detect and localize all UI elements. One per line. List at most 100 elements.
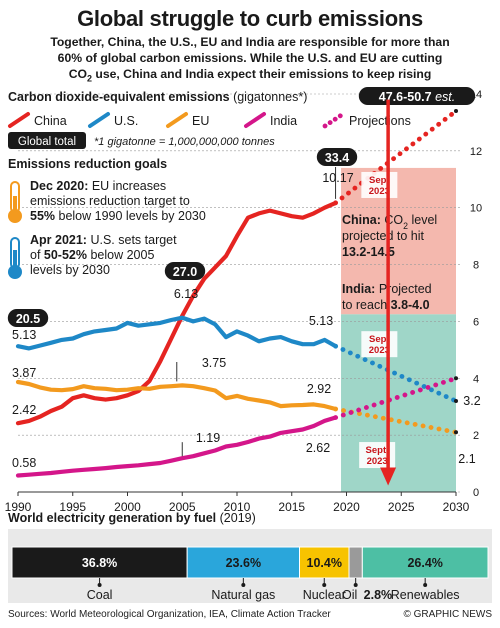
- us-thermometer-bulb: [8, 265, 22, 279]
- sept-tag-bg-0: [361, 171, 398, 198]
- x-tick-label-2000: 2000: [114, 500, 141, 514]
- annotation-india-line-2-part-0: to reach: [342, 298, 391, 312]
- electricity-bar-oil: [348, 546, 363, 579]
- projection-line-india: [333, 375, 459, 420]
- electricity-dot-renewables: [423, 583, 428, 587]
- goal-us-line-2-part-2: below 2005: [87, 248, 154, 262]
- electricity-title-part-0: World electricity generation by fuel: [8, 511, 216, 525]
- legend-swatch-eu: [166, 112, 188, 128]
- chart-title-part-0: Carbon dioxide-equivalent emissions: [8, 90, 230, 104]
- subtitle-line-3: CO2 use, China and India expect their em…: [10, 66, 490, 86]
- projection-arrow-head: [380, 467, 397, 486]
- global-total-pill-2019: [316, 148, 358, 166]
- goal-us-line-2-part-1: 50-52%: [44, 248, 87, 262]
- legend-label-us: U.S.: [114, 114, 138, 128]
- sept-tag-line-2-0: 2023: [369, 186, 390, 197]
- global-total-value-1990: 20.5: [16, 312, 40, 326]
- y-tick-label-0: 0: [473, 487, 479, 499]
- point-label-china-2019: 10.17: [322, 171, 353, 185]
- sept-tag-line-1-0: Sept: [369, 175, 390, 186]
- y-tick-label-12: 12: [470, 146, 482, 158]
- projection-band-india: [341, 314, 456, 492]
- electricity-dot-coal: [97, 583, 102, 587]
- series-line-eu: [15, 379, 338, 412]
- x-tick-label-2025: 2025: [388, 500, 415, 514]
- page-title: Global struggle to curb emissions: [77, 6, 423, 31]
- point-label-eu-1990: 3.87: [12, 366, 36, 380]
- electricity-dot-oil: [353, 583, 358, 587]
- legend-swatch-projections: [322, 111, 346, 129]
- legend-swatch-us: [88, 112, 110, 128]
- goal-us-line-2: of 50-52% below 2005: [30, 248, 154, 262]
- projection-line-us: [333, 343, 459, 404]
- goal-eu-line-3-part-0: 55%: [30, 209, 55, 223]
- annotation-india-line-2-part-1: 3.8-4.0: [391, 298, 430, 312]
- page-subtitle: Together, China, the U.S., EU and India …: [10, 34, 490, 86]
- series-line-india: [15, 415, 338, 478]
- x-tick-label-1995: 1995: [59, 500, 86, 514]
- electricity-label-oil: Oil: [342, 588, 357, 602]
- series-line-us: [15, 315, 338, 351]
- point-label-us-2005: 6.13: [174, 287, 198, 301]
- goal-eu-line-1-part-1: EU increases: [88, 179, 166, 193]
- legend-swatch-china: [8, 112, 30, 128]
- global-total-badge: [8, 132, 86, 149]
- electricity-value-nuclear: 10.4%: [307, 556, 342, 570]
- chart-title-part-2: (gigatonnes*): [233, 90, 307, 104]
- sept-tag-line-2-1: 2023: [369, 345, 390, 356]
- subtitle-rest: use, China and India expect their emissi…: [91, 67, 432, 81]
- legend-label-china: China: [34, 114, 67, 128]
- electricity-title-part-2: (2019): [220, 511, 256, 525]
- annotation-china-line-1-part-2: 2: [403, 221, 408, 231]
- subtitle-line-2: 60% of global carbon emissions. While th…: [57, 51, 443, 65]
- subtitle-line-1: Together, China, the U.S., EU and India …: [50, 35, 450, 49]
- annotation-china-line-2: projected to hit: [342, 229, 425, 243]
- point-label-us-2019: 5.13: [309, 314, 333, 328]
- point-label-india-2005: 1.19: [196, 431, 220, 445]
- series-line-china: [15, 200, 338, 426]
- subtitle-co-sub: 2: [86, 73, 92, 84]
- end-marker-china: [454, 109, 458, 114]
- annotation-india-line-1-part-0: India:: [342, 282, 375, 296]
- global-total-pill-2005: [164, 262, 206, 280]
- annotation-india-line-1-part-1: Projected: [375, 282, 431, 296]
- global-total-pill-1990: [7, 309, 49, 327]
- credit-note: © GRAPHIC NEWS: [403, 609, 493, 620]
- annotation-china-line-1-part-3: level: [408, 213, 437, 227]
- y-tick-label-8: 8: [473, 260, 479, 272]
- goal-eu-line-1: Dec 2020: EU increases: [30, 179, 166, 193]
- goal-us-line-3: levels by 2030: [30, 263, 110, 277]
- point-label-india-1990: 0.58: [12, 456, 36, 470]
- x-tick-label-2020: 2020: [333, 500, 360, 514]
- annotation-india-line-2: to reach 3.8-4.0: [342, 298, 430, 312]
- subtitle-co: CO: [68, 67, 87, 81]
- x-tick-label-2015: 2015: [278, 500, 305, 514]
- goal-us-line-1: Apr 2021: U.S. sets target: [30, 233, 177, 247]
- electricity-value-coal: 36.8%: [82, 556, 117, 570]
- electricity-title: World electricity generation by fuel (20…: [8, 511, 256, 525]
- global-total-label: Global total: [18, 136, 76, 148]
- x-tick-label-2005: 2005: [169, 500, 196, 514]
- projection-line-china: [333, 108, 459, 206]
- goal-eu-line-1-part-0: Dec 2020:: [30, 179, 88, 193]
- end-marker-eu: [454, 430, 458, 435]
- goals-heading: Emissions reduction goals: [8, 157, 167, 171]
- goal-us-line-1-part-0: Apr 2021:: [30, 233, 87, 247]
- electricity-label-nuclear: Nuclear: [303, 588, 346, 602]
- point-label-china-1990: 2.42: [12, 403, 36, 417]
- point-label-us-2030: 3.2: [463, 394, 480, 408]
- sept-tag-line-1-2: Sept.: [366, 445, 389, 456]
- footnote: *1 gigatonne = 1,000,000,000 tonnes: [94, 136, 275, 148]
- y-tick-label-6: 6: [473, 316, 479, 328]
- electricity-value-renewables: 26.4%: [407, 556, 442, 570]
- annotation-china-line-1-part-0: China:: [342, 213, 381, 227]
- electricity-label-coal: Coal: [87, 588, 113, 602]
- point-label-us-1990: 5.13: [12, 328, 36, 342]
- chart-title: Carbon dioxide-equivalent emissions (gig…: [8, 90, 307, 104]
- global-total-value-2030: 47.6-50.7 est.: [379, 90, 455, 104]
- legend-swatch-india: [244, 112, 266, 128]
- goal-eu-line-2: emissions reduction target to: [30, 194, 190, 208]
- x-tick-label-1990: 1990: [5, 500, 32, 514]
- legend-label-india: India: [270, 114, 297, 128]
